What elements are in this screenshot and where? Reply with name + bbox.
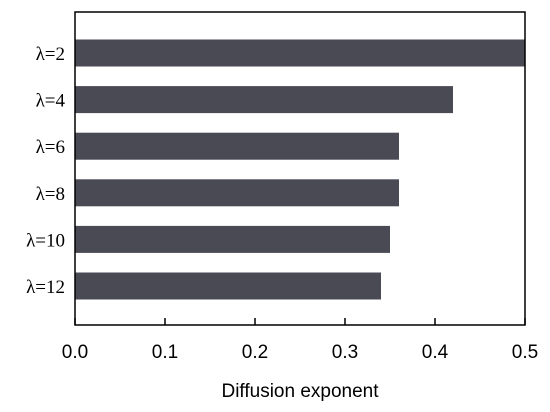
bar-3 bbox=[75, 132, 399, 160]
y-tick-label: λ=2 bbox=[36, 44, 65, 65]
x-tick-label: 0.2 bbox=[242, 342, 268, 363]
bar-2 bbox=[75, 86, 453, 114]
x-axis-ticks: 0.0 0.1 0.2 0.3 0.4 0.5 bbox=[62, 318, 538, 363]
plot-frame bbox=[74, 11, 526, 326]
y-tick-label: λ=6 bbox=[36, 137, 65, 158]
x-axis-title: Diffusion exponent bbox=[221, 381, 379, 402]
bar-4 bbox=[75, 179, 399, 207]
y-axis-labels: λ=2 λ=4 λ=6 λ=8 λ=10 λ=12 bbox=[26, 44, 65, 298]
y-tick-label: λ=4 bbox=[36, 91, 66, 112]
bars-layer bbox=[75, 39, 525, 300]
x-tick-label: 0.5 bbox=[512, 342, 538, 363]
bar-1 bbox=[75, 39, 525, 67]
bar-6 bbox=[75, 272, 381, 300]
x-tick-label: 0.0 bbox=[62, 342, 88, 363]
x-tick-label: 0.4 bbox=[422, 342, 449, 363]
y-tick-label: λ=12 bbox=[26, 277, 65, 298]
bar-5 bbox=[75, 225, 390, 253]
y-tick-label: λ=8 bbox=[36, 184, 65, 205]
x-tick-label: 0.1 bbox=[152, 342, 178, 363]
x-tick-label: 0.3 bbox=[332, 342, 358, 363]
y-tick-label: λ=10 bbox=[26, 230, 65, 251]
